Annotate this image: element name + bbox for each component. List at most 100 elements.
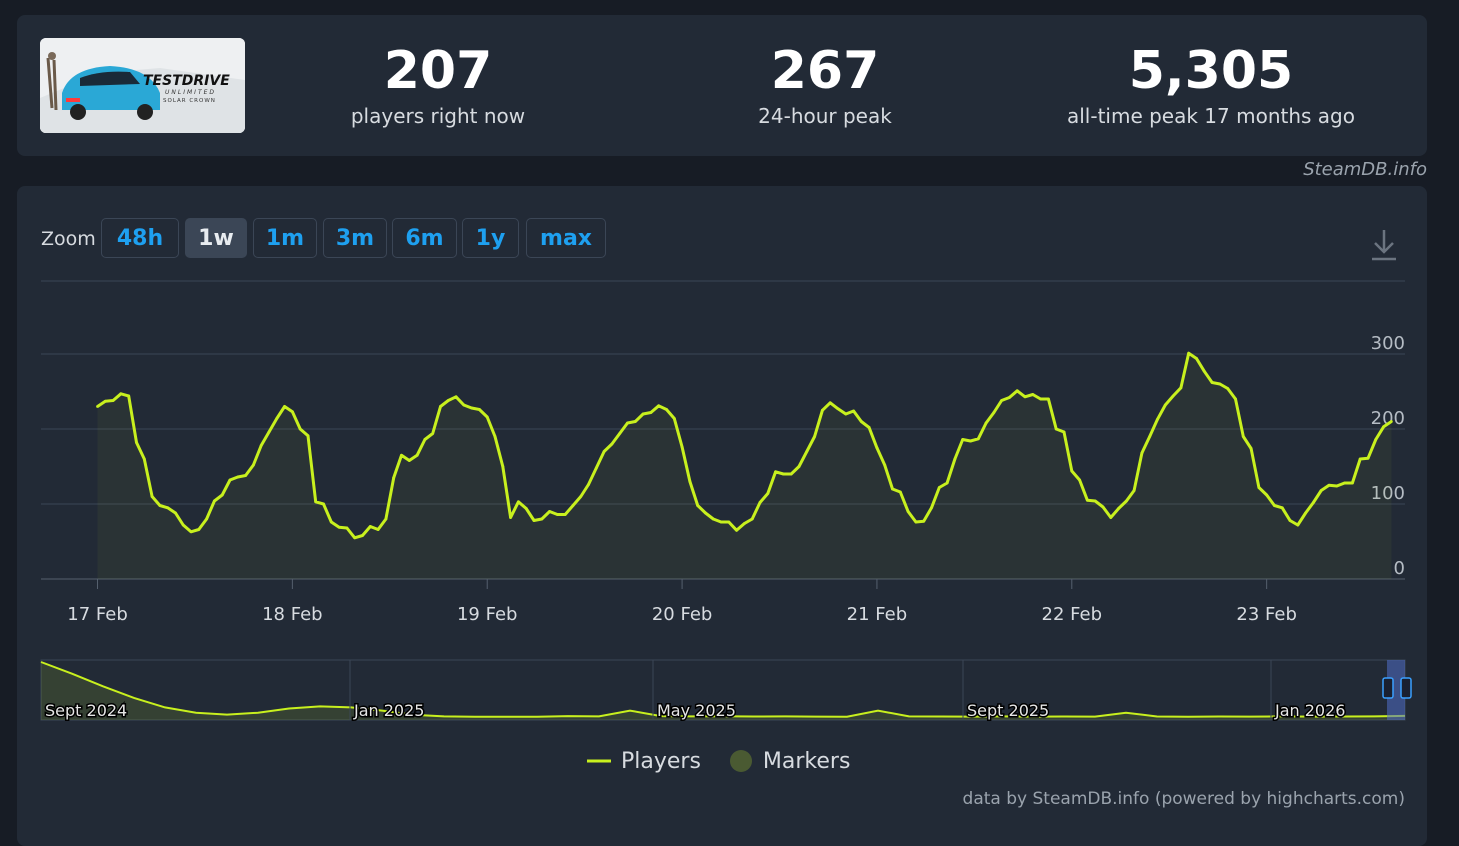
- data-point: [867, 426, 871, 429]
- y-tick-label: 100: [1371, 483, 1405, 504]
- data-point: [189, 530, 193, 534]
- navigator-handle-right: [1400, 677, 1412, 699]
- navigator-label: Sept 2024: [45, 701, 127, 720]
- data-point: [563, 513, 567, 516]
- data-point: [579, 495, 583, 498]
- zoom-1w-button[interactable]: 1w: [185, 218, 247, 258]
- data-point: [805, 450, 809, 453]
- data-point: [782, 472, 785, 476]
- data-point: [197, 528, 201, 531]
- data-point: [111, 399, 115, 402]
- x-tick-label: 21 Feb: [847, 604, 908, 625]
- data-point: [820, 408, 824, 412]
- data-point: [937, 486, 941, 489]
- data-point: [992, 411, 996, 414]
- data-point: [649, 411, 653, 414]
- stat-value: 5,305: [1128, 41, 1294, 101]
- data-point: [774, 470, 778, 474]
- data-point: [1101, 505, 1105, 509]
- data-point: [1054, 427, 1058, 431]
- zoom-48h-button[interactable]: 48h: [101, 218, 179, 258]
- data-point: [1335, 484, 1339, 488]
- data-point: [945, 481, 949, 485]
- data-point: [493, 435, 497, 438]
- zoom-3m-button[interactable]: 3m: [323, 218, 387, 258]
- data-point: [1343, 481, 1346, 485]
- chart-card: Zoom 48h 1w 1m 3m 6m 1y max 0 100 200 300 17…: [17, 186, 1427, 846]
- data-point: [205, 517, 209, 521]
- data-point: [1249, 447, 1253, 450]
- zoom-max-button[interactable]: max: [526, 218, 606, 258]
- data-point: [735, 528, 739, 532]
- data-point: [961, 438, 965, 441]
- zoom-6m-button[interactable]: 6m: [392, 218, 457, 258]
- data-point: [1179, 386, 1183, 390]
- stat-all-time-peak: 5,305 all-time peak 17 months ago: [1031, 41, 1391, 129]
- data-point: [485, 415, 489, 419]
- data-point: [127, 394, 131, 398]
- navigator-handle-left: [1382, 677, 1394, 699]
- data-point: [345, 526, 349, 530]
- data-point: [407, 459, 411, 462]
- y-tick-label: 0: [1394, 558, 1405, 579]
- data-point: [181, 523, 185, 527]
- x-tick-label: 17 Feb: [67, 604, 128, 625]
- data-point: [103, 399, 107, 403]
- data-point: [322, 502, 325, 506]
- stat-label: 24-hour peak: [758, 104, 892, 128]
- data-point: [1031, 393, 1035, 396]
- legend-players-label[interactable]: Players: [621, 748, 701, 774]
- data-point: [859, 420, 863, 423]
- data-point: [439, 405, 442, 408]
- zoom-label: Zoom: [41, 228, 96, 250]
- data-point: [743, 522, 746, 525]
- data-point: [158, 504, 162, 507]
- x-tick-label: 22 Feb: [1042, 604, 1103, 625]
- data-point: [524, 507, 528, 510]
- data-point: [1366, 456, 1370, 460]
- data-point: [119, 392, 123, 396]
- download-icon[interactable]: [1369, 228, 1399, 266]
- data-point: [298, 427, 302, 431]
- y-tick-label: 300: [1371, 333, 1405, 354]
- navigator-label: Sept 2025: [967, 701, 1049, 720]
- data-point: [1117, 507, 1120, 510]
- data-point: [672, 417, 676, 420]
- data-point: [976, 437, 980, 441]
- data-point: [384, 517, 388, 521]
- data-point: [431, 432, 435, 435]
- data-point: [953, 457, 957, 461]
- data-point: [1312, 501, 1315, 504]
- legend-markers-label[interactable]: Markers: [762, 748, 851, 774]
- data-point: [1350, 481, 1354, 485]
- legend: Players Markers: [587, 748, 850, 774]
- data-point: [1234, 397, 1237, 401]
- data-point: [969, 439, 972, 443]
- data-point: [96, 405, 99, 408]
- data-point: [236, 475, 240, 479]
- data-point: [680, 445, 684, 449]
- data-point: [251, 463, 255, 467]
- x-tick-label: 23 Feb: [1236, 604, 1297, 625]
- player-chart[interactable]: 0 100 200 300 17 Feb 18 Feb 19 Feb 20 Feb 21 Feb…: [17, 186, 1427, 746]
- svg-text:UNLIMITED: UNLIMITED: [165, 89, 216, 96]
- zoom-1m-button[interactable]: 1m: [253, 218, 317, 258]
- data-point: [1389, 420, 1393, 423]
- data-point: [220, 493, 224, 497]
- data-point: [1265, 493, 1269, 497]
- stat-players-now: 207 players right now: [258, 41, 618, 129]
- x-tick-label: 19 Feb: [457, 604, 518, 625]
- game-logo: TESTDRIVE UNLIMITED SOLAR CROWN: [40, 38, 245, 133]
- stat-24h-peak: 267 24-hour peak: [645, 41, 1005, 129]
- credits-link[interactable]: data by SteamDB.info (powered by highcha…: [962, 789, 1405, 809]
- data-point: [594, 466, 598, 470]
- svg-text:SOLAR CROWN: SOLAR CROWN: [163, 98, 216, 104]
- zoom-1y-button[interactable]: 1y: [462, 218, 519, 258]
- data-point: [758, 501, 762, 504]
- data-point: [1358, 457, 1362, 461]
- data-point: [478, 408, 481, 411]
- data-point: [1124, 499, 1128, 503]
- data-point: [1015, 389, 1019, 393]
- data-point: [844, 412, 848, 416]
- stat-label: players right now: [350, 104, 526, 128]
